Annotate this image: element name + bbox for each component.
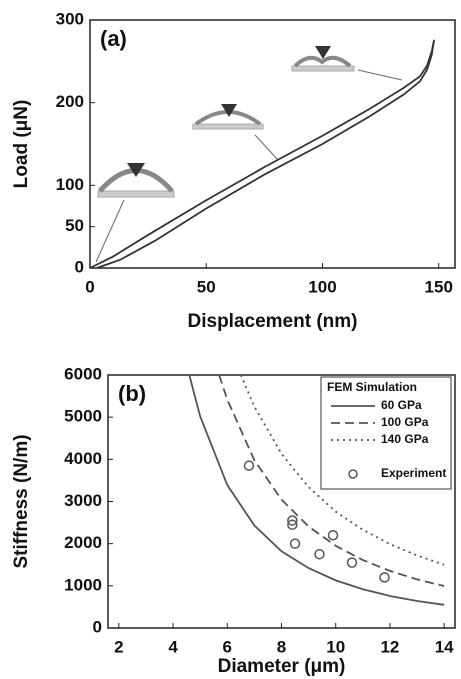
line-series	[89, 39, 435, 269]
y-tick-label: 6000	[64, 364, 102, 383]
legend-title: FEM Simulation	[327, 380, 417, 394]
inset-sketches	[95, 46, 403, 263]
x-tick-label: 100	[308, 277, 336, 296]
x-tick-label: 6	[223, 637, 232, 656]
y-axis-label: Stiffness (N/m)	[11, 434, 32, 568]
x-tick-label: 150	[425, 277, 453, 296]
y-axis-label: Load (μN)	[11, 100, 32, 189]
legend-marker	[348, 469, 358, 479]
data-point	[287, 515, 298, 526]
data-point	[289, 538, 301, 549]
panel-label: (b)	[118, 381, 146, 406]
x-tick-label: 2	[114, 637, 123, 656]
sketch-1	[95, 163, 175, 263]
legend-label: 100 GPa	[381, 415, 429, 429]
y-tick-label: 5000	[64, 407, 102, 426]
legend-label: 140 GPa	[381, 432, 429, 446]
x-tick-label: 50	[197, 277, 216, 296]
panel-label: (a)	[100, 26, 127, 51]
x-axis-label: Displacement (nm)	[188, 311, 358, 332]
x-tick-label: 10	[326, 637, 345, 656]
line-series	[96, 39, 435, 269]
data-point	[379, 572, 390, 583]
y-tick-label: 2000	[64, 533, 102, 552]
plot-frame	[89, 19, 456, 269]
x-tick-label: 4	[168, 637, 178, 656]
x-tick-label: 8	[277, 637, 286, 656]
data-point	[346, 557, 358, 568]
y-tick-label: 4000	[64, 449, 102, 468]
data-point	[327, 529, 339, 541]
sketch-2	[192, 104, 279, 161]
data-point	[287, 519, 298, 530]
x-tick-label: 0	[85, 277, 94, 296]
legend-label: Experiment	[381, 466, 446, 480]
y-tick-label: 200	[56, 92, 84, 111]
y-tick-label: 300	[56, 9, 84, 28]
line-series	[218, 374, 445, 587]
y-tick-label: 50	[65, 216, 84, 235]
y-tick-label: 1000	[64, 575, 102, 594]
legend-box	[320, 376, 452, 490]
y-tick-label: 0	[75, 257, 84, 276]
x-tick-label: 14	[435, 637, 454, 656]
x-axis-label: Diameter (μm)	[218, 656, 346, 677]
y-tick-label: 100	[56, 175, 84, 194]
line-series	[188, 374, 445, 606]
data-point	[243, 460, 255, 471]
y-tick-label: 3000	[64, 491, 102, 510]
line-series	[240, 374, 445, 566]
data-point	[314, 548, 325, 560]
y-tick-label: 0	[93, 617, 102, 636]
legend-label: 60 GPa	[381, 398, 422, 412]
sketch-3	[291, 46, 403, 81]
x-tick-label: 12	[380, 637, 399, 656]
